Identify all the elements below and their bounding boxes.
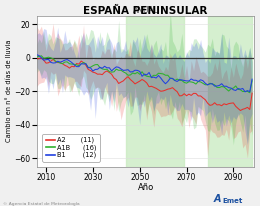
Title: ESPAÑA PENINSULAR: ESPAÑA PENINSULAR: [83, 6, 208, 16]
X-axis label: Año: Año: [138, 183, 154, 192]
Bar: [208, 16, 252, 167]
Text: Emet: Emet: [222, 198, 243, 204]
Bar: [126, 16, 184, 167]
Y-axis label: Cambio en n° de días de lluvia: Cambio en n° de días de lluvia: [5, 40, 11, 142]
Text: A: A: [213, 194, 221, 204]
Legend: A2       (11), A1B      (16), B1        (12): A2 (11), A1B (16), B1 (12): [42, 133, 100, 162]
Text: © Agencia Estatal de Meteorología: © Agencia Estatal de Meteorología: [3, 202, 79, 206]
Text: ANUAL: ANUAL: [133, 6, 159, 15]
